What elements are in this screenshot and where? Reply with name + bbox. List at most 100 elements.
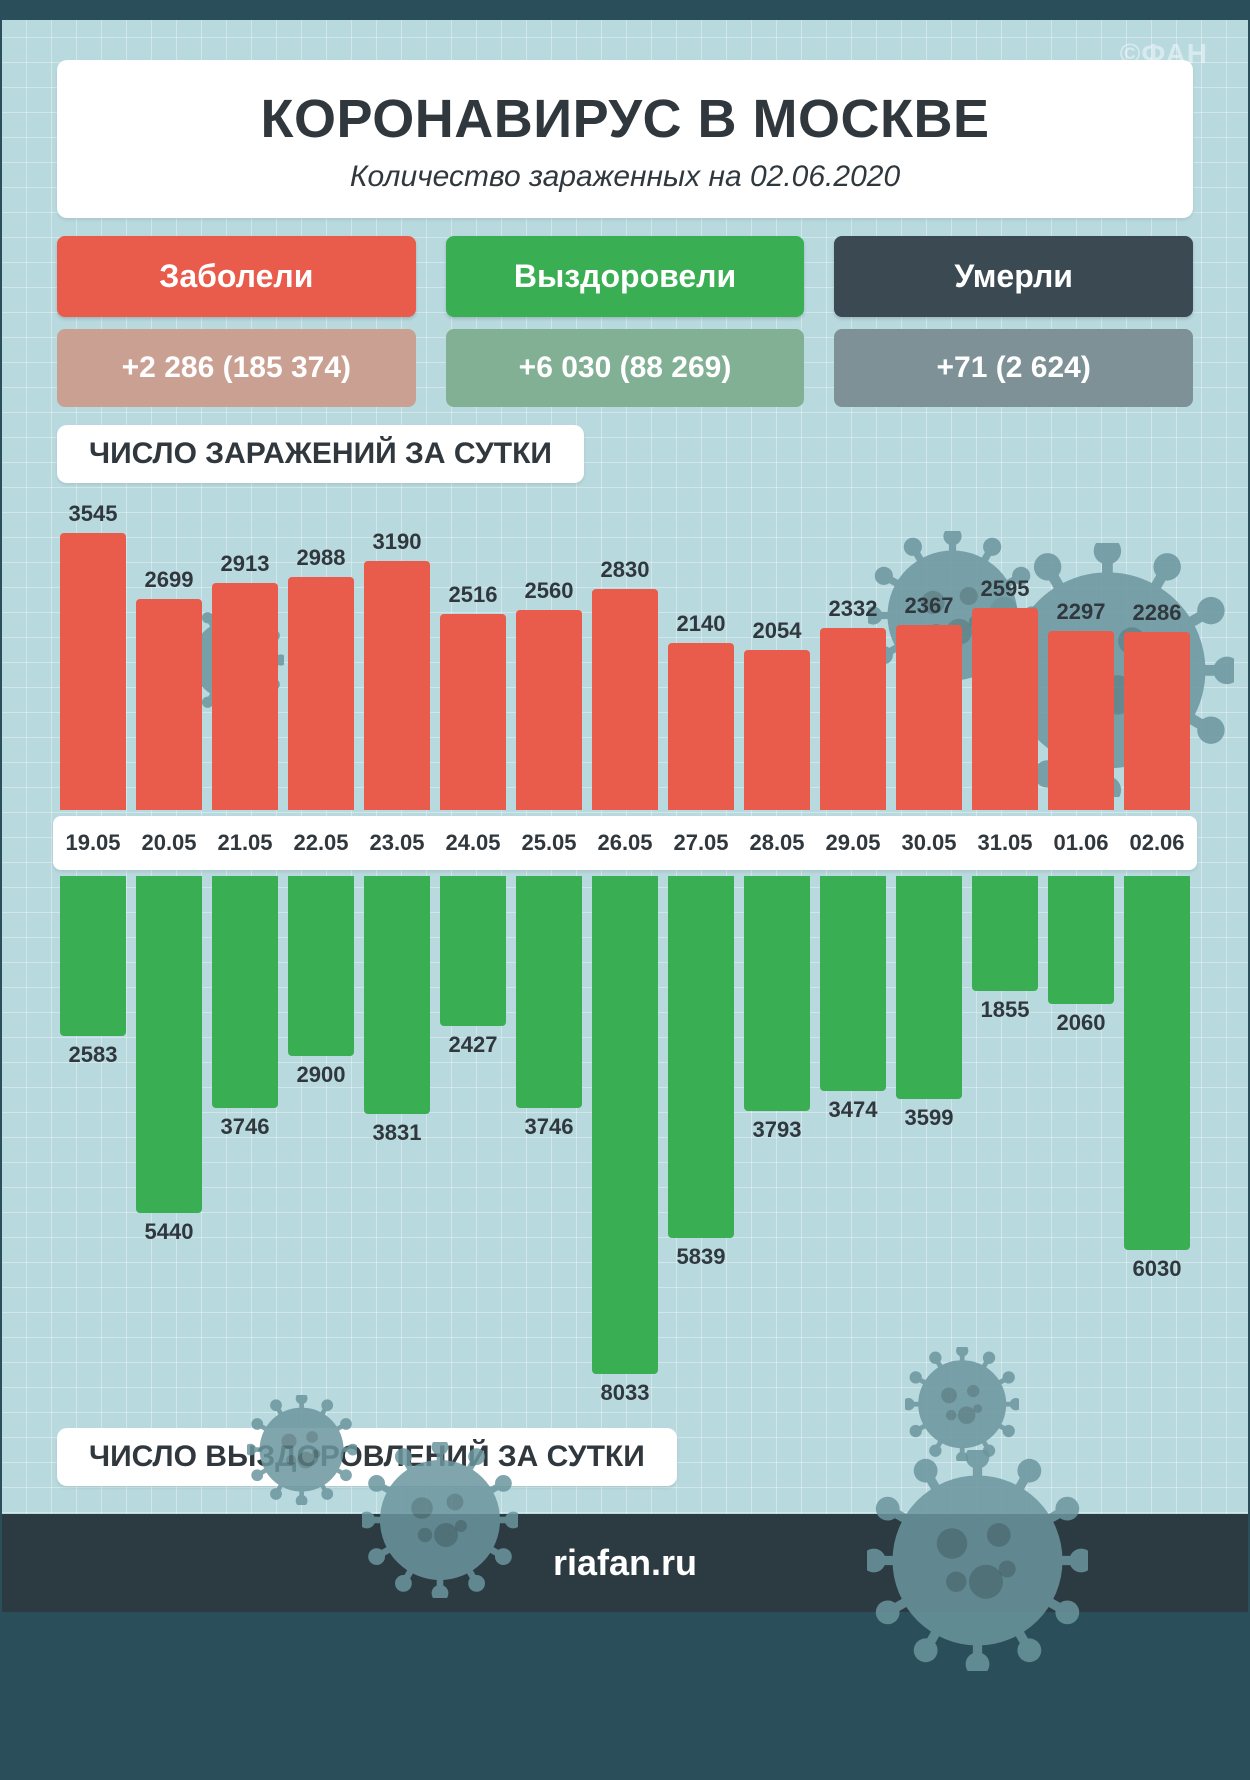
infection-bar-rect (592, 589, 658, 810)
date-label: 30.05 (893, 830, 965, 856)
infection-bar: 2286 (1121, 600, 1193, 810)
page-title: КОРОНАВИРУС В МОСКВЕ (77, 88, 1173, 150)
stats-row: Заболели +2 286 (185 374) Выздоровели +6… (57, 236, 1193, 407)
infection-bar-rect (60, 533, 126, 810)
infection-bar-rect (1124, 632, 1190, 810)
infection-bar-rect (136, 599, 202, 810)
infection-bar-rect (820, 628, 886, 810)
infection-bar-rect (516, 610, 582, 810)
recovery-bar-rect (516, 876, 582, 1108)
recovery-bar: 3831 (361, 876, 433, 1146)
infection-bar: 2367 (893, 593, 965, 810)
recovery-bar: 2583 (57, 876, 129, 1068)
infection-bar: 2699 (133, 567, 205, 810)
infection-bar: 2140 (665, 611, 737, 810)
recovery-bar-rect (744, 876, 810, 1111)
recovery-value: 3793 (753, 1117, 802, 1143)
date-label: 20.05 (133, 830, 205, 856)
recovery-value: 5440 (145, 1219, 194, 1245)
date-label: 29.05 (817, 830, 889, 856)
stat-died-value: +71 (2 624) (834, 329, 1193, 407)
recovery-bar: 8033 (589, 876, 661, 1406)
infection-bar: 3190 (361, 529, 433, 810)
infection-value: 3190 (373, 529, 422, 555)
infection-bar: 2595 (969, 576, 1041, 810)
infection-value: 2297 (1057, 599, 1106, 625)
stat-infected: Заболели +2 286 (185 374) (57, 236, 416, 407)
infection-bar-rect (212, 583, 278, 810)
infection-value: 2516 (449, 582, 498, 608)
recovery-value: 1855 (981, 997, 1030, 1023)
recovery-bar: 2060 (1045, 876, 1117, 1036)
stat-recovered-label: Выздоровели (446, 236, 805, 317)
infection-bar: 3545 (57, 501, 129, 810)
recovery-value: 3474 (829, 1097, 878, 1123)
recovery-value: 5839 (677, 1244, 726, 1270)
infection-bar-rect (744, 650, 810, 810)
date-label: 25.05 (513, 830, 585, 856)
infection-value: 3545 (69, 501, 118, 527)
infection-value: 2988 (297, 545, 346, 571)
recovery-bar-rect (1124, 876, 1190, 1250)
date-label: 02.06 (1121, 830, 1193, 856)
infection-bar: 2516 (437, 582, 509, 810)
recovery-bar: 3599 (893, 876, 965, 1131)
date-label: 22.05 (285, 830, 357, 856)
infection-value: 2286 (1133, 600, 1182, 626)
infection-value: 2140 (677, 611, 726, 637)
recovery-bar-rect (212, 876, 278, 1108)
recovery-value: 3599 (905, 1105, 954, 1131)
recovery-value: 2900 (297, 1062, 346, 1088)
recovery-bar-rect (364, 876, 430, 1114)
infection-value: 2054 (753, 618, 802, 644)
infection-value: 2830 (601, 557, 650, 583)
infection-bar-rect (288, 577, 354, 810)
date-label: 19.05 (57, 830, 129, 856)
virus-icon (362, 1442, 518, 1603)
infection-bar: 2054 (741, 618, 813, 810)
recovery-bar: 3746 (513, 876, 585, 1140)
infection-bar: 2830 (589, 557, 661, 810)
infection-bar-rect (364, 561, 430, 810)
infection-bar: 2297 (1045, 599, 1117, 810)
recovery-bar: 3474 (817, 876, 889, 1123)
infections-bar-row: 3545269929132988319025162560283021402054… (57, 501, 1193, 810)
recovery-value: 2427 (449, 1032, 498, 1058)
recovery-bar: 3793 (741, 876, 813, 1143)
stat-recovered: Выздоровели +6 030 (88 269) (446, 236, 805, 407)
infection-value: 2699 (145, 567, 194, 593)
recovery-value: 3831 (373, 1120, 422, 1146)
recovery-value: 6030 (1133, 1256, 1182, 1282)
virus-icon (247, 1395, 356, 1509)
stat-died-label: Умерли (834, 236, 1193, 317)
infection-bar-rect (1048, 631, 1114, 810)
watermark: ©ФАН (1120, 38, 1208, 70)
infection-bar: 2913 (209, 551, 281, 810)
recovery-bar-rect (972, 876, 1038, 991)
recovery-bar-rect (60, 876, 126, 1036)
recovery-value: 2060 (1057, 1010, 1106, 1036)
stat-infected-label: Заболели (57, 236, 416, 317)
date-label: 27.05 (665, 830, 737, 856)
virus-icon (867, 1450, 1088, 1676)
stat-infected-value: +2 286 (185 374) (57, 329, 416, 407)
recovery-bar-rect (896, 876, 962, 1099)
infection-bar-rect (896, 625, 962, 810)
recovery-bar: 6030 (1121, 876, 1193, 1282)
recovery-value: 3746 (221, 1114, 270, 1140)
infection-bar: 2332 (817, 596, 889, 810)
date-label: 23.05 (361, 830, 433, 856)
recovery-bar: 2427 (437, 876, 509, 1058)
recovery-value: 3746 (525, 1114, 574, 1140)
recovery-bar-rect (136, 876, 202, 1213)
recovery-bar-rect (1048, 876, 1114, 1004)
page-subtitle: Количество зараженных на 02.06.2020 (77, 160, 1173, 194)
date-label: 28.05 (741, 830, 813, 856)
infection-bar-rect (972, 608, 1038, 810)
date-axis: 19.0520.0521.0522.0523.0524.0525.0526.05… (53, 816, 1197, 870)
infographic-container: ©ФАН КОРОНАВИРУС В МОСКВЕ Количество зар… (2, 20, 1248, 1612)
infection-bar-rect (668, 643, 734, 810)
date-label: 26.05 (589, 830, 661, 856)
infection-value: 2332 (829, 596, 878, 622)
recovery-bar: 5839 (665, 876, 737, 1270)
